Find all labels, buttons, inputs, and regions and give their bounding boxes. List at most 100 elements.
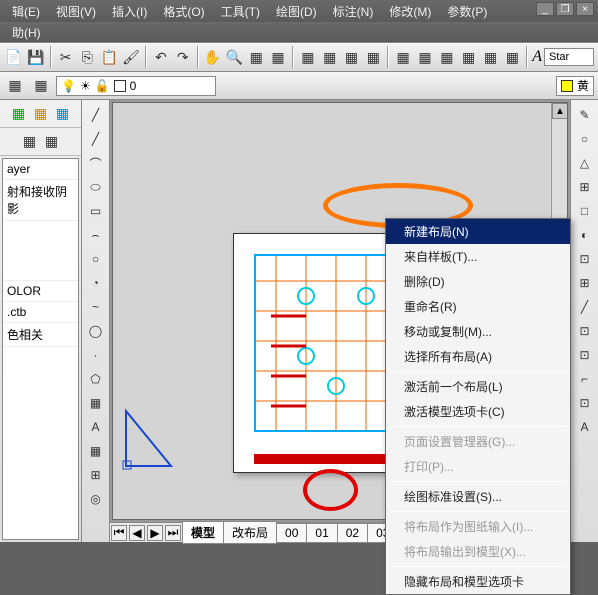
mirror-icon[interactable]: △ [574,152,596,174]
text-icon[interactable]: A [85,416,107,438]
layer-prop-icon[interactable]: ▦ [4,75,26,97]
ctx-item[interactable]: 激活模型选项卡(C) [386,399,570,424]
scroll-up-icon[interactable]: ▲ [552,103,568,119]
copy-tool-icon[interactable]: ○ [574,128,596,150]
array-icon[interactable]: □ [574,200,596,222]
layer-combo-icon[interactable]: ▦ [30,75,52,97]
erase-icon[interactable]: ✎ [574,104,596,126]
ctx-item[interactable]: 隐藏布局和模型选项卡 [386,569,570,594]
arc-icon[interactable]: ⌢ [85,224,107,246]
tool-icon-2[interactable]: ▦ [268,46,288,68]
tab-last-icon[interactable]: ⏭ [165,525,181,541]
ctx-item[interactable]: 重命名(R) [386,294,570,319]
block-icon[interactable]: ⬠ [85,368,107,390]
offset-icon[interactable]: ⊞ [574,176,596,198]
tool-icon[interactable]: ▦ [246,46,266,68]
paste-icon[interactable]: 📋 [99,46,119,68]
tab-00[interactable]: 00 [276,523,307,543]
menu-draw[interactable]: 绘图(D) [268,1,325,22]
break-icon[interactable]: ⌐ [574,368,596,390]
extend-icon[interactable]: ⊡ [574,344,596,366]
trim-icon[interactable]: ⊡ [574,320,596,342]
prop-item[interactable]: ayer [3,159,78,180]
prop-item[interactable]: 色相关 [3,323,78,347]
tab-next-icon[interactable]: ▶ [147,525,163,541]
tab-prev-icon[interactable]: ◀ [129,525,145,541]
ctx-item[interactable]: 删除(D) [386,269,570,294]
menu-dimension[interactable]: 标注(N) [325,1,382,22]
circle-icon[interactable]: ○ [85,248,107,270]
tool-icon-12[interactable]: ▦ [502,46,522,68]
color-selector[interactable]: 黄 [556,76,594,96]
tool-icon-7[interactable]: ▦ [393,46,413,68]
ctx-item[interactable]: 移动或复制(M)... [386,319,570,344]
rotate-icon[interactable]: ⊡ [574,248,596,270]
ctx-item[interactable]: 来自样板(T)... [386,244,570,269]
tool-icon-8[interactable]: ▦ [415,46,435,68]
new-icon[interactable]: 📄 [4,46,24,68]
tab-first-icon[interactable]: ⏮ [111,525,127,541]
menu-insert[interactable]: 插入(I) [104,1,155,22]
prop-item[interactable]: 射和接收阴影 [3,180,78,221]
scale-icon[interactable]: ⊞ [574,272,596,294]
tool-icon-5[interactable]: ▦ [342,46,362,68]
properties-list[interactable]: ayer 射和接收阴影 OLOR .ctb 色相关 [2,158,79,540]
text-style-icon[interactable]: A [532,48,542,66]
xline-icon[interactable]: ╱ [85,128,107,150]
tool-icon-4[interactable]: ▦ [320,46,340,68]
lp-tool-3[interactable]: ▦ [53,104,73,124]
zoom-icon[interactable]: 🔍 [224,46,244,68]
ctx-item[interactable]: 选择所有布局(A) [386,344,570,369]
ctx-item[interactable]: 激活前一个布局(L) [386,374,570,399]
tool-icon-6[interactable]: ▦ [363,46,383,68]
pan-icon[interactable]: ✋ [203,46,223,68]
ctx-item[interactable]: 绘图标准设置(S)... [386,484,570,509]
polyline-icon[interactable]: ⌒ [85,152,107,174]
menu-format[interactable]: 格式(O) [155,1,212,22]
spline-icon[interactable]: ~ [85,296,107,318]
tab-01[interactable]: 01 [306,523,337,543]
ellipse-icon[interactable]: ◯ [85,320,107,342]
tab-model[interactable]: 模型 [182,521,224,544]
table-icon[interactable]: ▦ [85,440,107,462]
prop-item[interactable]: OLOR [3,281,78,302]
region-icon[interactable]: ⊞ [85,464,107,486]
fillet-icon[interactable]: ⊡ [574,392,596,414]
copy-icon[interactable]: ⎘ [77,46,97,68]
lp-tool-1[interactable]: ▦ [9,104,29,124]
prop-item[interactable] [3,221,78,281]
tool-icon-3[interactable]: ▦ [298,46,318,68]
menu-edit[interactable]: 辑(E) [4,1,48,22]
explode-icon[interactable]: A [574,416,596,438]
menu-view[interactable]: 视图(V) [48,1,104,22]
save-icon[interactable]: 💾 [26,46,46,68]
lp-tool-4[interactable]: ▦ [20,132,40,152]
hatch-icon[interactable]: ▦ [85,392,107,414]
menu-tools[interactable]: 工具(T) [213,1,268,22]
prop-item[interactable]: .ctb [3,302,78,323]
minimize-button[interactable]: _ [536,2,554,16]
revcloud-icon[interactable]: ◔ [85,272,107,294]
menu-parametric[interactable]: 参数(P) [439,1,495,22]
tab-02[interactable]: 02 [337,523,368,543]
restore-button[interactable]: ❐ [556,2,574,16]
undo-icon[interactable]: ↶ [151,46,171,68]
line-icon[interactable]: ╱ [85,104,107,126]
cut-icon[interactable]: ✂ [56,46,76,68]
match-icon[interactable]: 🖌 [121,46,141,68]
move-icon[interactable]: ◐ [574,224,596,246]
tool-icon-10[interactable]: ▦ [459,46,479,68]
lp-tool-2[interactable]: ▦ [31,104,51,124]
search-input[interactable] [544,48,594,66]
tool-icon-9[interactable]: ▦ [437,46,457,68]
close-button[interactable]: × [576,2,594,16]
polygon-icon[interactable]: ⬭ [85,176,107,198]
menu-modify[interactable]: 修改(M) [381,1,439,22]
rectangle-icon[interactable]: ▭ [85,200,107,222]
stretch-icon[interactable]: ╱ [574,296,596,318]
redo-icon[interactable]: ↷ [173,46,193,68]
ctx-item[interactable]: 新建布局(N) [386,219,570,244]
tab-layout[interactable]: 改布局 [223,521,277,544]
point-icon[interactable]: · [85,344,107,366]
layer-selector[interactable]: 💡 ☀ 🔓 0 [56,76,216,96]
